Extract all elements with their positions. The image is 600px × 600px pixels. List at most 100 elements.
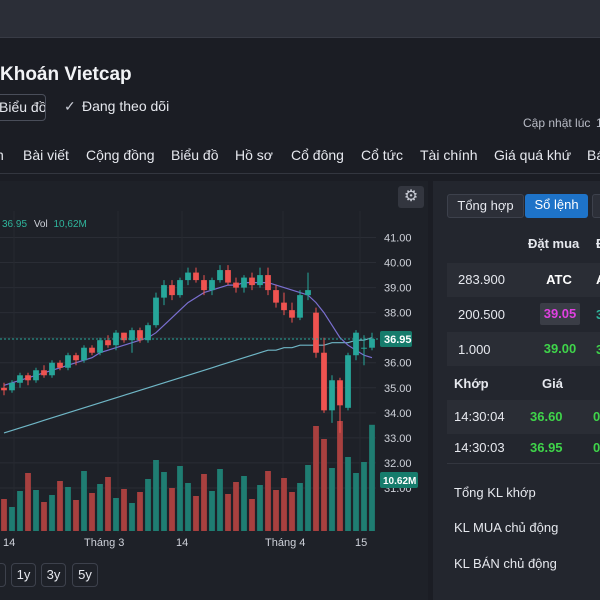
candle-body [65,355,71,368]
updated-label: Cập nhật lúc [523,116,591,130]
match-time: 14:30:03 [454,440,505,455]
candle-body [97,340,103,353]
tab-price-history[interactable]: Giá quá khứ [494,147,572,163]
candle-body [49,362,55,376]
tab-profile[interactable]: Hồ sơ [235,147,273,163]
match-extra: 0 [593,409,600,424]
tab-dividends[interactable]: Cổ tức [361,147,404,163]
volume-bar [33,490,39,531]
volume-bar [273,490,279,531]
candle-body [121,332,127,341]
x-tick-label: 14 [3,537,15,549]
y-tick-label: 39.00 [384,283,412,295]
volume-bar [329,468,335,531]
candle-body [329,380,335,411]
order-row: 1.000 39.00 3 [447,332,600,366]
tab-overview[interactable]: n [0,147,4,163]
volume-bar [241,476,247,531]
order-qty: 1.000 [458,342,491,357]
volume-bar [209,491,215,531]
y-tick-label: 36.00 [384,358,412,370]
volume-bar [353,473,359,531]
tab-articles[interactable]: Bài viết [23,147,69,163]
volume-bar [1,499,7,531]
order-extra: 3 [596,307,600,322]
tab-order-book[interactable]: Sổ lệnh [525,194,588,218]
volume-bar [289,492,295,531]
candle-body [281,302,287,311]
volume-bar [201,474,207,531]
volume-bar [129,503,135,531]
candle-body [265,275,271,291]
follow-label: Đang theo dõi [82,98,170,114]
volume-bar [25,473,31,531]
candle-body [57,362,63,368]
order-extra: A [596,272,600,287]
range-button-3y[interactable]: 3y [41,563,66,587]
tab-financials[interactable]: Tài chính [420,147,478,163]
volume-bar [249,499,255,531]
tab-community[interactable]: Cộng đồng [86,147,155,163]
volume-badge [380,472,418,488]
candle-body [353,332,359,356]
candle-body [225,270,231,283]
range-button-5y[interactable]: 5y [72,563,98,587]
order-row: 200.500 39.05 3 [447,297,600,331]
legend-vol-label: Vol [33,219,48,230]
candle-body [161,285,167,298]
candle-body [257,275,263,286]
tab-chart[interactable]: Biểu đồ [171,147,219,163]
gear-icon[interactable]: ⚙ [398,186,424,208]
candle-body [105,340,111,346]
top-app-bar [0,0,600,38]
candle-body [169,285,175,296]
follow-button[interactable]: ✓ Đang theo dõi [64,98,169,115]
candle-body [297,295,303,318]
price-chart[interactable]: 41.0040.0039.0038.0037.0036.0035.0034.00… [0,181,428,551]
candle-body [73,355,79,361]
price-badge-label: 36.95 [384,334,412,346]
volume-bar [313,426,319,531]
divider [447,463,600,464]
order-extra: 3 [596,342,600,357]
volume-bar [97,484,103,531]
candle-body [185,272,191,281]
tab-summary[interactable]: Tổng hợp [447,194,524,218]
price-badge [380,330,412,347]
candle-body [249,277,255,286]
bid-header: Đặt mua [528,236,580,251]
tab-shareholders[interactable]: Cổ đông [291,147,344,163]
volume-bar [225,494,231,531]
candle-body [313,312,319,353]
order-qty: 200.500 [458,307,505,322]
candle-body [369,338,375,348]
volume-bar [337,421,343,531]
candle-body [145,325,151,341]
candle-body [153,297,159,326]
volume-bar [145,479,151,531]
volume-bar [161,472,167,531]
candle-body [241,277,247,288]
candle-body [89,347,95,353]
total-volume-label: Tổng KL khớp [454,485,536,500]
volume-bar [361,462,367,531]
range-button-1y[interactable]: 1y [11,563,36,587]
candle-body [9,382,15,391]
volume-bar [217,469,223,531]
range-button-prev[interactable] [0,563,6,587]
volume-bar [17,491,23,531]
candle-body [289,310,295,318]
y-tick-label: 40.00 [384,258,412,270]
candle-body [41,370,47,376]
check-icon: ✓ [64,98,76,114]
sell-active-volume-label: KL BÁN chủ động [454,556,557,571]
buy-active-volume-label: KL MUA chủ động [454,520,559,535]
chart-button[interactable]: Biểu đồ [0,94,46,121]
volume-bar [321,439,327,531]
order-price: ATC [546,272,572,287]
candle-body [1,387,7,391]
legend-vol-value: 10,62M [53,219,87,230]
tab-more[interactable]: Bá [587,147,600,163]
order-price: 39.00 [543,341,577,356]
tab-more-right[interactable]: I [592,194,600,218]
